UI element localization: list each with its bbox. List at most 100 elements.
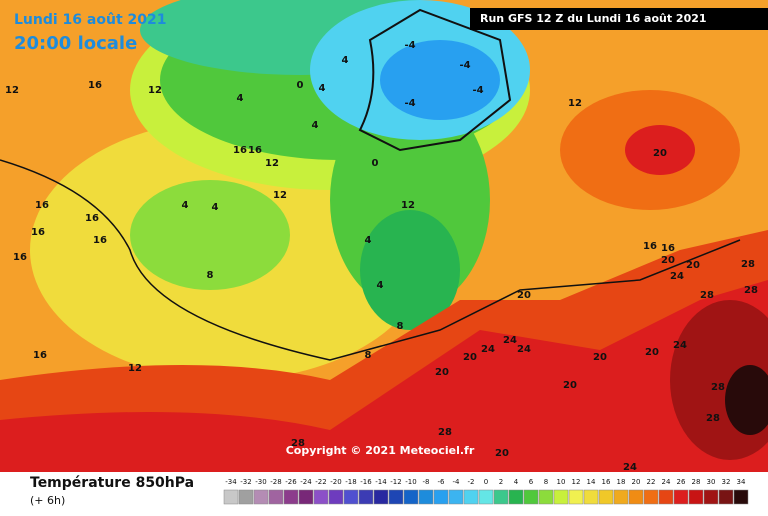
contour-label: 12 xyxy=(401,200,415,211)
scale-swatch xyxy=(283,489,299,505)
scale-swatch xyxy=(628,489,644,505)
scale-swatch xyxy=(733,489,749,505)
contour-label: 20 xyxy=(563,380,577,391)
scale-swatch xyxy=(718,489,734,505)
scale-swatch xyxy=(463,489,479,505)
scale-label: 2 xyxy=(499,478,503,486)
map-date: Lundi 16 août 2021 xyxy=(14,12,166,28)
contour-label: 12 xyxy=(128,363,142,374)
contour-label: 28 xyxy=(744,285,758,296)
scale-label: -24 xyxy=(300,478,312,486)
contour-label: -4 xyxy=(472,85,483,96)
contour-label: 0 xyxy=(372,158,379,169)
scale-swatch xyxy=(373,489,389,505)
contour-label: 12 xyxy=(273,190,287,201)
contour-label: 20 xyxy=(653,148,667,159)
contour-label: 16 xyxy=(643,241,657,252)
contour-label: 4 xyxy=(212,202,219,213)
scale-swatch xyxy=(223,489,239,505)
contour-label: 16 xyxy=(35,200,49,211)
contour-label: 28 xyxy=(706,413,720,424)
scale-label: -26 xyxy=(285,478,297,486)
scale-label: 8 xyxy=(544,478,548,486)
contour-label: 28 xyxy=(741,259,755,270)
contour-label: 16 xyxy=(661,243,675,254)
scale-swatch xyxy=(493,489,509,505)
contour-label: 4 xyxy=(319,83,326,94)
scale-label: 30 xyxy=(707,478,716,486)
contour-label: 16 xyxy=(93,235,107,246)
contour-label: 8 xyxy=(397,321,404,332)
scale-label: 24 xyxy=(662,478,671,486)
contour-label: 16 xyxy=(248,145,262,156)
scale-swatch xyxy=(358,489,374,505)
contour-label: 4 xyxy=(365,235,372,246)
scale-swatch xyxy=(523,489,539,505)
contour-label: 4 xyxy=(312,120,319,131)
contour-label: 16 xyxy=(85,213,99,224)
scale-label: 32 xyxy=(722,478,731,486)
map-time: 20:00 locale xyxy=(14,33,137,54)
contour-label: 20 xyxy=(435,367,449,378)
scale-label: -8 xyxy=(423,478,430,486)
scale-swatch xyxy=(388,489,404,505)
scale-swatch xyxy=(583,489,599,505)
contour-label: 12 xyxy=(148,85,162,96)
scale-label: 16 xyxy=(602,478,611,486)
scale-label: -10 xyxy=(405,478,416,486)
contour-label: 24 xyxy=(623,462,637,473)
footer-title: Température 850hPa xyxy=(30,475,194,491)
contour-label: 4 xyxy=(237,93,244,104)
contour-label: 24 xyxy=(503,335,517,346)
contour-label: 20 xyxy=(495,448,509,459)
scale-swatch xyxy=(703,489,719,505)
map-fields xyxy=(0,0,768,472)
scale-label: 10 xyxy=(557,478,566,486)
contour-label: 28 xyxy=(700,290,714,301)
scale-label: -32 xyxy=(240,478,251,486)
scale-label: 4 xyxy=(514,478,519,486)
contour-label: -4 xyxy=(459,60,470,71)
scale-label: -34 xyxy=(225,478,237,486)
scale-swatch xyxy=(658,489,674,505)
scale-label: -18 xyxy=(345,478,356,486)
scale-swatch xyxy=(403,489,419,505)
scale-swatch xyxy=(343,489,359,505)
contour-label: 12 xyxy=(568,98,582,109)
contour-label: 24 xyxy=(481,344,495,355)
contour-label: 28 xyxy=(711,382,725,393)
run-box xyxy=(470,8,768,30)
contour-label: 24 xyxy=(673,340,687,351)
scale-label: 0 xyxy=(484,478,488,486)
color-scale: -34 -32 -30 -28 -26 -24 -22 -20 -18 -16 -14 -12 -10-… xyxy=(223,478,749,505)
contour-label: 24 xyxy=(517,344,531,355)
scale-label: -28 xyxy=(270,478,281,486)
contour-label: 28 xyxy=(438,427,452,438)
contour-label: 16 xyxy=(31,227,45,238)
contour-label: 4 xyxy=(182,200,189,211)
scale-swatch xyxy=(568,489,584,505)
contour-label: 16 xyxy=(33,350,47,361)
scale-label: -16 xyxy=(360,478,372,486)
scale-label: -12 xyxy=(390,478,401,486)
scale-label: -30 xyxy=(255,478,266,486)
contour-label: 8 xyxy=(207,270,214,281)
contour-label: 4 xyxy=(342,55,349,66)
scale-swatch xyxy=(553,489,569,505)
contour-label: 12 xyxy=(265,158,279,169)
scale-swatch xyxy=(313,489,329,505)
contour-label: 16 xyxy=(13,252,27,263)
scale-swatch xyxy=(508,489,524,505)
contour-label: 4 xyxy=(377,280,384,291)
scale-label: 6 xyxy=(529,478,534,486)
scale-label: -4 xyxy=(453,478,461,486)
contour-label: 20 xyxy=(645,347,659,358)
scale-swatch xyxy=(238,489,254,505)
contour-label: 0 xyxy=(297,80,304,91)
contour-label: 28 xyxy=(291,438,305,449)
contour-label: 20 xyxy=(517,290,531,301)
scale-swatch xyxy=(538,489,554,505)
scale-swatch xyxy=(298,489,314,505)
